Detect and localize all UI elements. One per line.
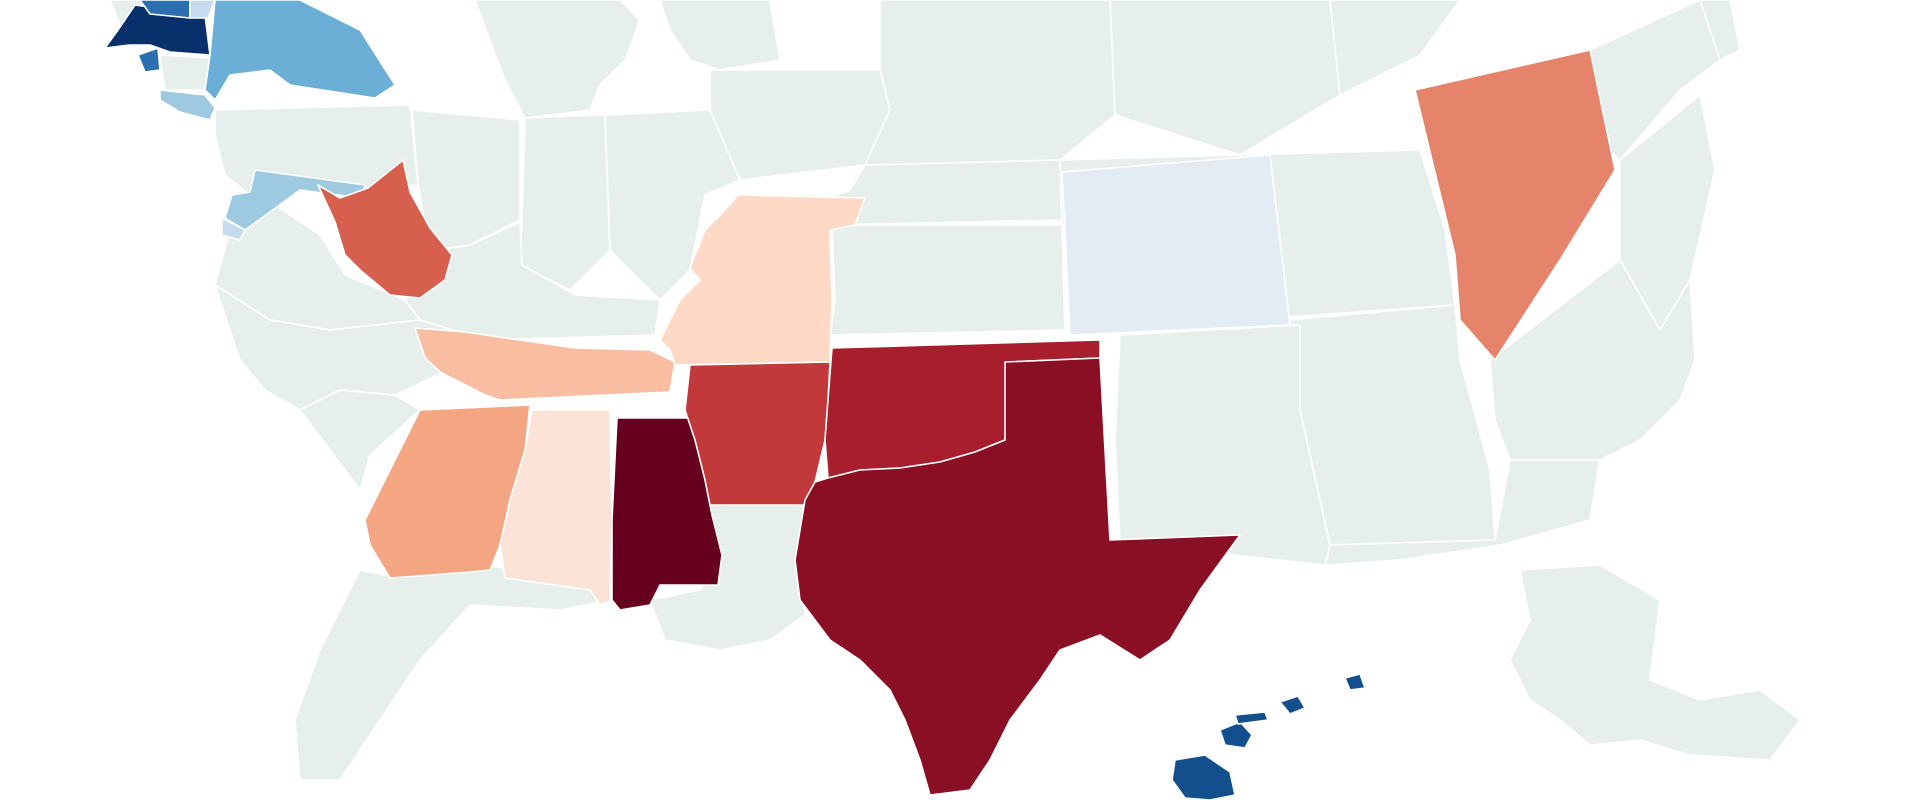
state-texas[interactable] xyxy=(794,357,1241,796)
state-alaska[interactable] xyxy=(1509,564,1801,761)
state-north-dakota[interactable] xyxy=(1329,0,1461,96)
state-missouri[interactable] xyxy=(659,194,866,366)
state-nevada[interactable] xyxy=(1414,49,1616,361)
state-north-carolina[interactable] xyxy=(214,284,486,411)
hawaii-maui[interactable] xyxy=(1219,721,1253,749)
state-new-mexico[interactable] xyxy=(1114,324,1331,566)
highlighted-states xyxy=(104,0,1616,800)
state-michigan-upper[interactable] xyxy=(659,0,781,71)
state-colorado[interactable] xyxy=(1061,154,1291,336)
state-new-hampshire[interactable] xyxy=(189,0,216,19)
state-arizona[interactable] xyxy=(1324,459,1601,566)
state-new-jersey[interactable] xyxy=(159,89,216,121)
state-tennessee[interactable] xyxy=(414,327,676,401)
state-alabama[interactable] xyxy=(499,409,613,606)
state-west-virginia[interactable] xyxy=(317,159,453,299)
hawaii-big-island[interactable] xyxy=(1171,754,1236,800)
state-delaware[interactable] xyxy=(221,217,246,241)
hawaii-oahu[interactable] xyxy=(1279,695,1306,715)
base-states xyxy=(109,0,1801,781)
state-arkansas[interactable] xyxy=(684,361,831,506)
state-kansas[interactable] xyxy=(829,224,1066,336)
state-hawaii[interactable] xyxy=(1171,673,1366,800)
state-florida[interactable] xyxy=(294,564,611,781)
state-wisconsin[interactable] xyxy=(709,69,891,181)
state-georgia[interactable] xyxy=(364,404,531,579)
hawaii-kauai[interactable] xyxy=(1344,673,1366,691)
state-california[interactable] xyxy=(1489,259,1696,461)
state-minnesota[interactable] xyxy=(864,0,1116,166)
hawaii-molokai[interactable] xyxy=(1234,711,1269,725)
state-michigan-lower[interactable] xyxy=(474,0,641,119)
state-new-york[interactable] xyxy=(204,0,396,101)
state-connecticut[interactable] xyxy=(159,54,213,91)
state-rhode-island[interactable] xyxy=(137,47,161,73)
state-indiana[interactable] xyxy=(519,114,611,291)
state-south-dakota[interactable] xyxy=(1109,0,1341,156)
state-washington[interactable] xyxy=(1699,0,1741,61)
